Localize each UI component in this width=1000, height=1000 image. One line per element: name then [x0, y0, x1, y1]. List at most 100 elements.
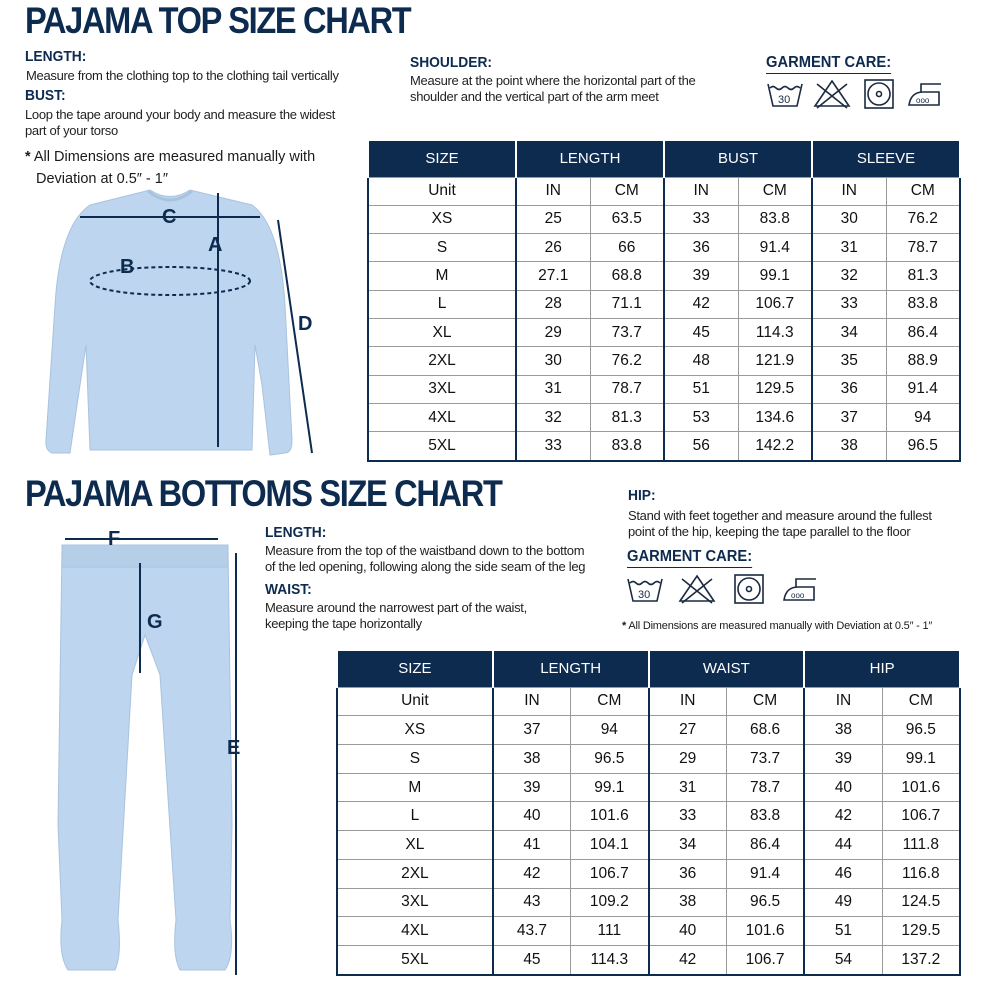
pants-body	[57, 546, 233, 971]
size-cell: 3XL	[336, 887, 494, 918]
top-note-2: Deviation at 0.5″ - 1″	[36, 171, 168, 187]
top-care-icons: 30 ooo	[767, 79, 941, 109]
marker-f: F	[108, 528, 120, 550]
dimension-line-d	[277, 219, 313, 454]
value-cell: 121.9	[737, 346, 813, 376]
table-row: 4XL 32 81.3 53 134.6 37 94	[367, 402, 961, 433]
svg-text:ooo: ooo	[791, 591, 805, 600]
unit-row: Unit IN CM IN CM IN CM	[336, 686, 961, 717]
top-care-label: GARMENT CARE:	[766, 54, 892, 74]
table-row: S 38 96.5 29 73.7 39 99.1	[336, 743, 961, 774]
value-cell: 27.1	[515, 261, 591, 291]
bottom-length-desc-1: Measure from the top of the waistband do…	[265, 543, 585, 558]
value-cell: 44	[803, 830, 883, 860]
value-cell: 101.6	[881, 772, 961, 803]
asterisk: *	[622, 620, 627, 632]
value-cell: 88.9	[885, 346, 961, 376]
value-cell: 76.2	[885, 204, 961, 235]
size-cell: 3XL	[367, 374, 517, 405]
unit-cell: IN	[491, 686, 572, 717]
size-cell: 5XL	[367, 431, 517, 462]
pants-illustration: F G E	[57, 528, 240, 975]
top-note: * All Dimensions are measured manually w…	[25, 149, 315, 165]
value-cell: 51	[803, 916, 883, 946]
value-cell: 137.2	[881, 944, 961, 976]
value-cell: 83.8	[589, 431, 665, 462]
value-cell: 106.7	[725, 944, 805, 976]
top-bust-desc-2: part of your torso	[25, 123, 118, 138]
unit-cell: IN	[803, 686, 883, 717]
size-cell: XS	[336, 715, 494, 745]
value-cell: 101.6	[725, 916, 805, 946]
top-note-1: All Dimensions are measured manually wit…	[33, 149, 316, 165]
value-cell: 99.1	[881, 743, 961, 774]
hip-label: HIP:	[628, 487, 656, 504]
table-row: 5XL 33 83.8 56 142.2 38 96.5	[367, 431, 961, 462]
size-cell: XS	[367, 204, 517, 235]
shoulder-label: SHOULDER:	[410, 54, 493, 71]
bottom-chart-title: PAJAMA BOTTOMS SIZE CHART	[25, 473, 503, 514]
waist-desc-1: Measure around the narrowest part of the…	[265, 600, 527, 615]
value-cell: 86.4	[725, 830, 805, 860]
value-cell: 31	[647, 772, 727, 803]
value-cell: 48	[663, 346, 739, 376]
value-cell: 28	[515, 289, 591, 320]
value-cell: 63.5	[589, 204, 665, 235]
value-cell: 83.8	[725, 801, 805, 832]
value-cell: 96.5	[570, 743, 649, 774]
value-cell: 33	[811, 289, 887, 320]
no-bleach-icon	[813, 79, 851, 109]
value-cell: 106.7	[570, 858, 649, 889]
top-bust-label: BUST:	[25, 87, 66, 104]
unit-cell: CM	[885, 176, 961, 206]
size-cell: 2XL	[367, 346, 517, 376]
column-header: LENGTH	[491, 649, 650, 687]
table-row: XL 29 73.7 45 114.3 34 86.4	[367, 318, 961, 348]
value-cell: 129.5	[737, 374, 813, 405]
unit-cell: CM	[725, 686, 805, 717]
size-cell: 5XL	[336, 944, 494, 976]
wash-30-icon: 30	[767, 83, 803, 107]
svg-text:30: 30	[778, 94, 790, 106]
top-bust-desc-1: Loop the tape around your body and measu…	[25, 107, 336, 122]
table-row: XS 37 94 27 68.6 38 96.5	[336, 715, 961, 745]
no-bleach-icon	[678, 574, 716, 604]
iron-high-icon: ooo	[783, 578, 816, 601]
table-row: 2XL 42 106.7 36 91.4 46 116.8	[336, 858, 961, 889]
value-cell: 38	[803, 715, 883, 745]
value-cell: 38	[647, 887, 727, 918]
value-cell: 42	[803, 801, 883, 832]
table-header-row: SIZE LENGTH WAIST HIP	[336, 649, 961, 687]
shirt-body	[45, 189, 293, 456]
table-row: XL 41 104.1 34 86.4 44 111.8	[336, 830, 961, 860]
value-cell: 83.8	[737, 204, 813, 235]
table-row: 3XL 43 109.2 38 96.5 49 124.5	[336, 887, 961, 918]
column-header: BUST	[663, 139, 813, 177]
column-header: SLEEVE	[811, 139, 961, 177]
value-cell: 99.1	[570, 772, 649, 803]
value-cell: 104.1	[570, 830, 649, 860]
value-cell: 91.4	[737, 233, 813, 263]
top-chart-title: PAJAMA TOP SIZE CHART	[25, 0, 412, 41]
shoulder-desc-1: Measure at the point where the horizonta…	[410, 73, 696, 88]
value-cell: 142.2	[737, 431, 813, 462]
bottom-care-icons: 30 ooo	[627, 574, 816, 604]
value-cell: 66	[589, 233, 665, 263]
svg-text:ooo: ooo	[916, 96, 930, 105]
top-size-table: SIZE LENGTH BUST SLEEVE Unit IN CM IN CM IN CM XS 25…	[367, 139, 961, 462]
value-cell: 35	[811, 346, 887, 376]
table-row: 4XL 43.7 111 40 101.6 51 129.5	[336, 916, 961, 946]
value-cell: 73.7	[725, 743, 805, 774]
value-cell: 31	[515, 374, 591, 405]
value-cell: 32	[515, 402, 591, 433]
unit-cell: IN	[647, 686, 727, 717]
shoulder-desc-2: shoulder and the vertical part of the ar…	[410, 89, 659, 104]
value-cell: 81.3	[885, 261, 961, 291]
value-cell: 83.8	[885, 289, 961, 320]
value-cell: 38	[491, 743, 572, 774]
table-row: 5XL 45 114.3 42 106.7 54 137.2	[336, 944, 961, 976]
value-cell: 29	[647, 743, 727, 774]
value-cell: 71.1	[589, 289, 665, 320]
size-cell: XL	[367, 318, 517, 348]
table-row: 2XL 30 76.2 48 121.9 35 88.9	[367, 346, 961, 376]
